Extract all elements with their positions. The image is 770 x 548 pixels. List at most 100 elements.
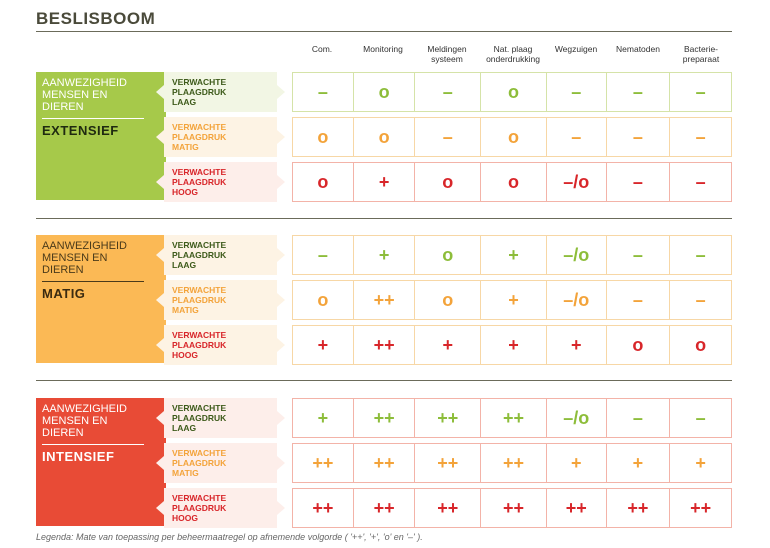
- table-cell: ++: [352, 444, 415, 482]
- table-cell: –: [605, 281, 670, 319]
- table-cell: +: [669, 444, 731, 482]
- table-row: – + o + –/o – –: [292, 235, 732, 275]
- section-extensief: AANWEZIGHEID MENSEN EN DIEREN EXTENSIEF: [36, 72, 166, 200]
- table-cell: o: [414, 236, 480, 274]
- table-cell: o: [414, 163, 480, 201]
- column-header: Bacterie- preparaat: [682, 44, 720, 64]
- table-cell: +: [605, 444, 670, 482]
- table-cell: +: [545, 326, 606, 364]
- table-cell: ++: [352, 399, 415, 437]
- arrow-left-icon: [156, 85, 164, 99]
- arrow-left-icon: [156, 248, 164, 262]
- table-cell: –/o: [545, 236, 606, 274]
- table-cell: o: [317, 289, 329, 310]
- table-cell: ++: [352, 489, 415, 527]
- section-level: INTENSIEF: [42, 449, 115, 464]
- column-header: Monitoring: [363, 44, 403, 54]
- table-cell: ++: [669, 489, 731, 527]
- section-underline: [42, 281, 144, 282]
- table-row: o + o o –/o – –: [292, 162, 732, 202]
- table-cell: +: [317, 334, 329, 355]
- table-row: ++ ++ ++ ++ + + +: [292, 443, 732, 483]
- table-cell: +: [414, 326, 480, 364]
- table-cell: ++: [312, 497, 334, 518]
- table-cell: o: [414, 281, 480, 319]
- column-header: Nematoden: [616, 44, 660, 54]
- arrow-left-icon: [156, 175, 164, 189]
- table-cell: +: [480, 326, 546, 364]
- row-label: VERWACHTE PLAAGDRUK HOOG: [156, 162, 285, 202]
- row-label-text: VERWACHTE PLAAGDRUK MATIG: [172, 448, 227, 478]
- table-cell: +: [352, 236, 415, 274]
- table-cell: –: [545, 73, 606, 111]
- arrow-right-icon: [277, 456, 285, 470]
- table-cell: o: [317, 126, 329, 147]
- column-header: Com.: [311, 44, 333, 54]
- table-row: o ++ o + –/o – –: [292, 280, 732, 320]
- section-intensief: AANWEZIGHEID MENSEN EN DIEREN INTENSIEF: [36, 398, 166, 526]
- section-underline: [42, 444, 144, 445]
- column-header: Nat. plaag onderdrukking: [486, 44, 540, 64]
- section-label: AANWEZIGHEID MENSEN EN DIEREN: [42, 240, 127, 276]
- section-level: EXTENSIEF: [42, 123, 119, 138]
- section-level: MATIG: [42, 286, 86, 301]
- table-cell: +: [545, 444, 606, 482]
- table-cell: –: [605, 163, 670, 201]
- table-cell: ++: [480, 489, 546, 527]
- arrow-right-icon: [277, 130, 285, 144]
- table-row: ++ ++ ++ ++ ++ ++ ++: [292, 488, 732, 528]
- table-cell: o: [480, 73, 546, 111]
- table-cell: o: [480, 118, 546, 156]
- row-label: VERWACHTE PLAAGDRUK LAAG: [156, 398, 285, 438]
- arrow-right-icon: [277, 501, 285, 515]
- section-label: AANWEZIGHEID MENSEN EN DIEREN: [42, 403, 127, 439]
- table-cell: ++: [480, 444, 546, 482]
- arrow-left-icon: [156, 411, 164, 425]
- table-cell: –: [605, 236, 670, 274]
- table-cell: –: [317, 244, 328, 265]
- title-rule: [36, 31, 732, 32]
- table-row: + ++ ++ ++ –/o – –: [292, 398, 732, 438]
- table-cell: ++: [352, 281, 415, 319]
- table-cell: +: [480, 236, 546, 274]
- row-label: VERWACHTE PLAAGDRUK HOOG: [156, 488, 285, 528]
- arrow-right-icon: [277, 85, 285, 99]
- table-cell: –: [669, 73, 731, 111]
- row-label-text: VERWACHTE PLAAGDRUK LAAG: [172, 77, 227, 107]
- row-label: VERWACHTE PLAAGDRUK MATIG: [156, 117, 285, 157]
- row-label-text: VERWACHTE PLAAGDRUK HOOG: [172, 330, 227, 360]
- section-underline: [42, 118, 144, 119]
- arrow-left-icon: [156, 293, 164, 307]
- table-cell: ++: [312, 452, 334, 473]
- table-cell: ++: [414, 444, 480, 482]
- arrow-right-icon: [277, 293, 285, 307]
- table-cell: +: [352, 163, 415, 201]
- table-cell: –: [669, 236, 731, 274]
- table-cell: –/o: [545, 281, 606, 319]
- table-row: o o – o – – –: [292, 117, 732, 157]
- section-label: AANWEZIGHEID MENSEN EN DIEREN: [42, 77, 127, 113]
- table-cell: ++: [414, 489, 480, 527]
- table-cell: –: [605, 118, 670, 156]
- table-cell: +: [317, 407, 329, 428]
- table-cell: –: [669, 399, 731, 437]
- arrow-left-icon: [156, 501, 164, 515]
- row-label: VERWACHTE PLAAGDRUK MATIG: [156, 280, 285, 320]
- table-cell: –: [414, 118, 480, 156]
- arrow-right-icon: [277, 338, 285, 352]
- table-cell: o: [605, 326, 670, 364]
- table-cell: o: [317, 171, 329, 192]
- page-title: BESLISBOOM: [36, 9, 156, 28]
- row-label: VERWACHTE PLAAGDRUK MATIG: [156, 443, 285, 483]
- table-cell: –: [317, 81, 328, 102]
- table-cell: –: [669, 118, 731, 156]
- section-matig: AANWEZIGHEID MENSEN EN DIEREN MATIG: [36, 235, 166, 363]
- table-cell: –: [414, 73, 480, 111]
- table-cell: o: [352, 73, 415, 111]
- table-cell: ++: [545, 489, 606, 527]
- table-cell: o: [669, 326, 731, 364]
- row-label: VERWACHTE PLAAGDRUK LAAG: [156, 72, 285, 112]
- table-cell: ++: [480, 399, 546, 437]
- arrow-left-icon: [156, 338, 164, 352]
- arrow-right-icon: [277, 248, 285, 262]
